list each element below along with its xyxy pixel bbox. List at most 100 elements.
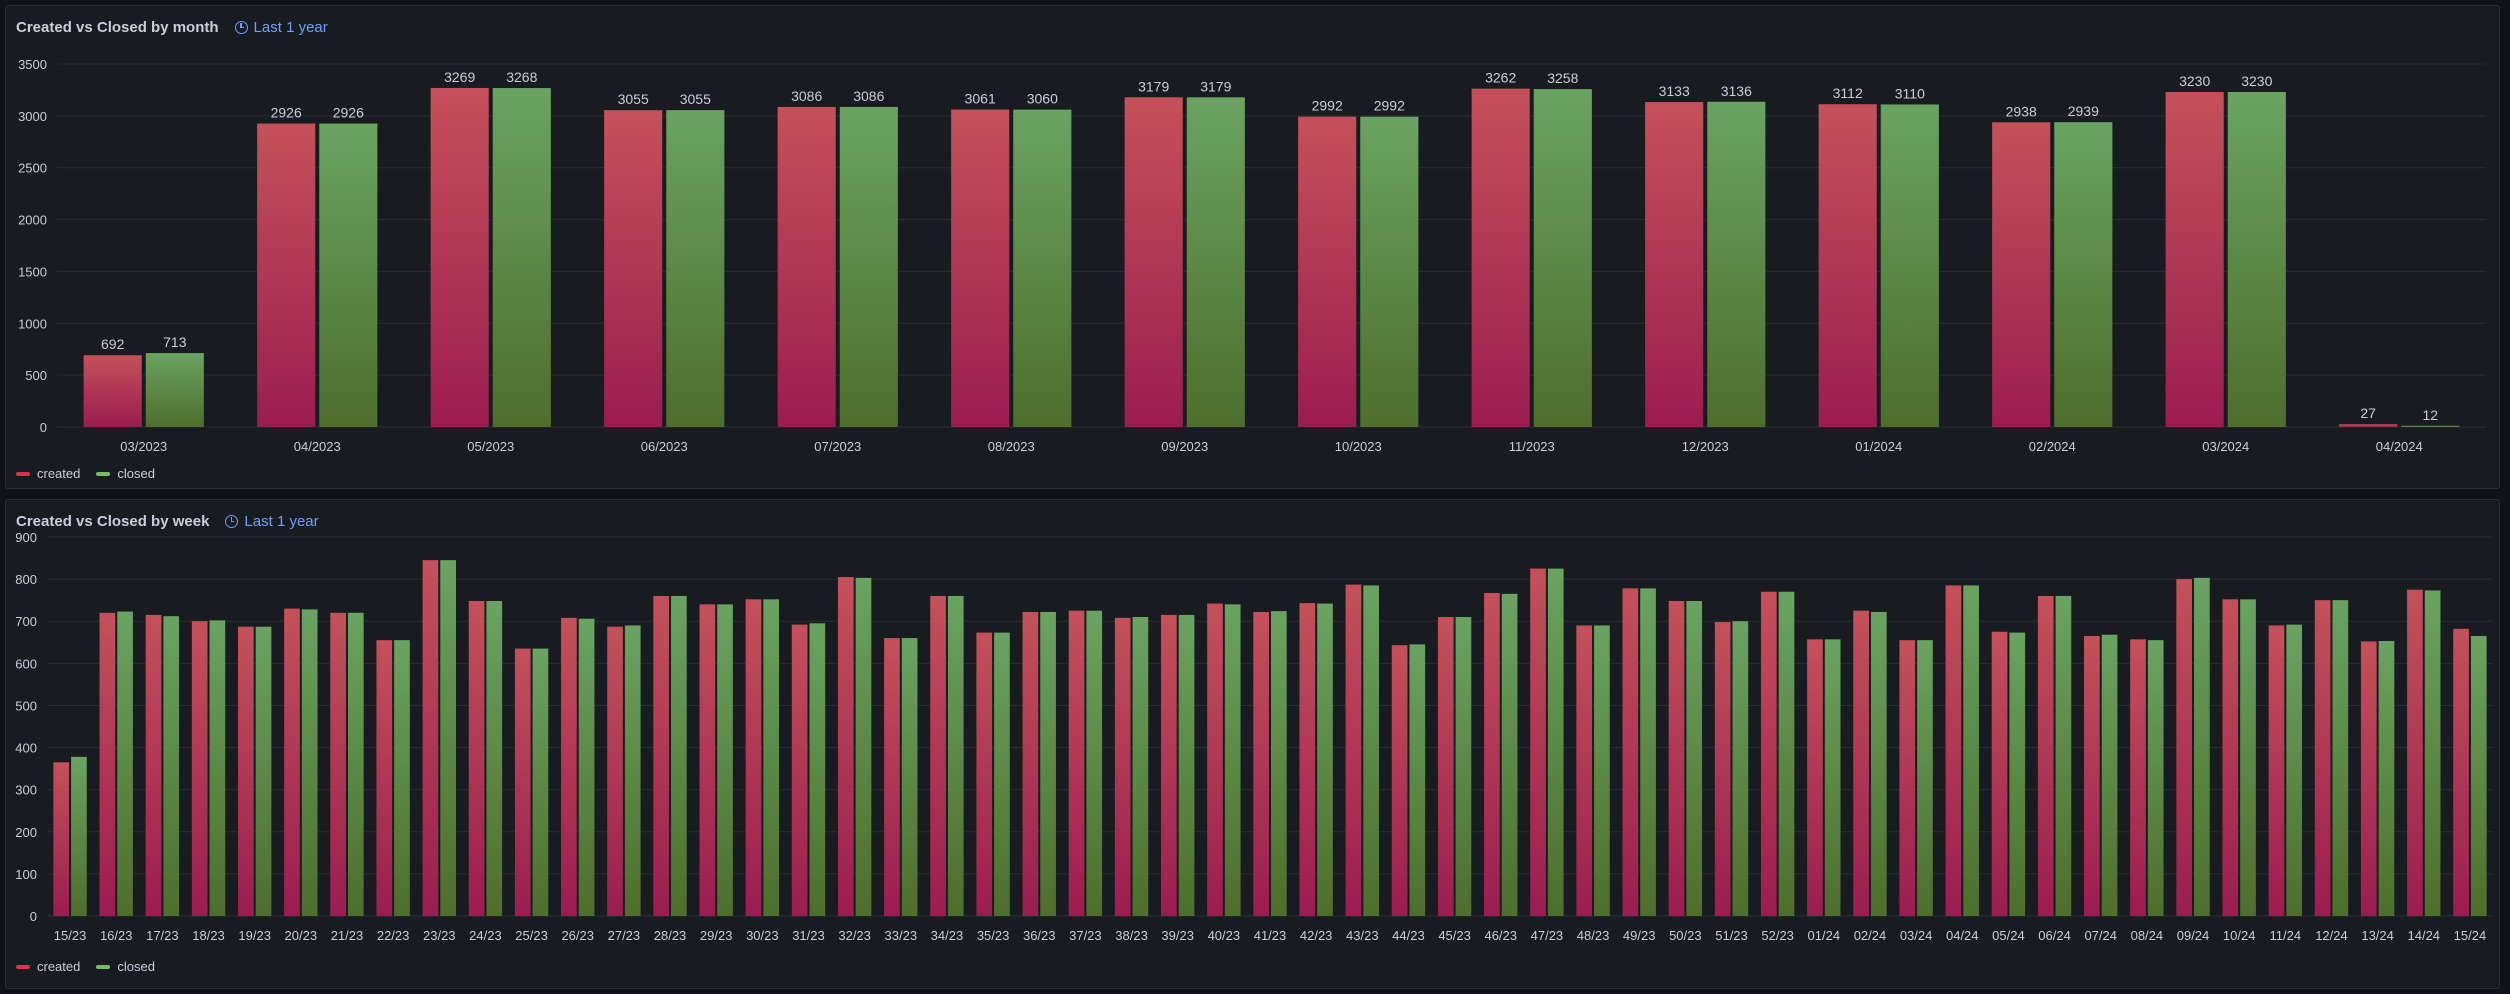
- bar-created[interactable]: [1391, 645, 1408, 916]
- bar-closed[interactable]: [1880, 104, 1939, 427]
- bar-created[interactable]: [2176, 579, 2193, 916]
- legend-item-closed[interactable]: closed: [96, 466, 155, 481]
- bar-closed[interactable]: [2332, 600, 2349, 916]
- bar-created[interactable]: [2314, 600, 2331, 916]
- bar-closed[interactable]: [301, 609, 318, 916]
- bar-created[interactable]: [1853, 610, 1869, 916]
- bar-closed[interactable]: [2424, 590, 2441, 916]
- bar-created[interactable]: [1345, 584, 1362, 916]
- bar-closed[interactable]: [666, 110, 725, 427]
- weekly-time-range-picker[interactable]: Last 1 year: [225, 513, 319, 530]
- bar-created[interactable]: [1622, 588, 1639, 916]
- bar-closed[interactable]: [2401, 425, 2460, 427]
- bar-closed[interactable]: [717, 604, 733, 916]
- bar-closed[interactable]: [71, 756, 87, 916]
- bar-created[interactable]: [2360, 641, 2377, 916]
- bar-closed[interactable]: [1013, 109, 1072, 428]
- bar-closed[interactable]: [1186, 97, 1245, 427]
- bar-created[interactable]: [2268, 625, 2285, 916]
- bar-closed[interactable]: [1086, 610, 1103, 916]
- bar-created[interactable]: [1576, 625, 1593, 916]
- bar-created[interactable]: [330, 612, 346, 916]
- bar-closed[interactable]: [1409, 644, 1426, 916]
- bar-created[interactable]: [1022, 611, 1039, 916]
- bar-created[interactable]: [884, 638, 900, 916]
- bar-created[interactable]: [1992, 122, 2051, 428]
- bar-created[interactable]: [607, 626, 623, 916]
- bar-closed[interactable]: [347, 612, 364, 916]
- bar-closed[interactable]: [1963, 585, 1979, 916]
- bar-closed[interactable]: [1178, 614, 1195, 916]
- bar-created[interactable]: [284, 608, 300, 916]
- bar-closed[interactable]: [994, 632, 1010, 916]
- bar-closed[interactable]: [763, 599, 780, 916]
- legend-item-created[interactable]: created: [16, 959, 80, 974]
- bar-created[interactable]: [2407, 589, 2423, 916]
- bar-created[interactable]: [1161, 614, 1177, 916]
- bar-closed[interactable]: [117, 611, 133, 916]
- bar-created[interactable]: [2130, 639, 2146, 916]
- bar-created[interactable]: [1645, 102, 1704, 427]
- bar-closed[interactable]: [1455, 617, 1472, 916]
- bar-closed[interactable]: [209, 620, 226, 916]
- bar-closed[interactable]: [2378, 641, 2395, 916]
- bar-created[interactable]: [468, 601, 485, 916]
- bar-created[interactable]: [99, 612, 116, 916]
- bar-created[interactable]: [2453, 628, 2469, 916]
- bar-closed[interactable]: [163, 616, 180, 916]
- bar-created[interactable]: [1471, 88, 1530, 428]
- bar-closed[interactable]: [1271, 611, 1287, 916]
- bar-closed[interactable]: [1224, 604, 1241, 916]
- bar-created[interactable]: [237, 626, 254, 916]
- bar-created[interactable]: [1668, 601, 1685, 916]
- bar-created[interactable]: [376, 640, 393, 916]
- bar-closed[interactable]: [145, 353, 204, 427]
- bar-created[interactable]: [2222, 599, 2239, 916]
- bar-created[interactable]: [145, 614, 162, 916]
- bar-closed[interactable]: [1686, 601, 1703, 916]
- bar-closed[interactable]: [1640, 588, 1656, 916]
- bar-closed[interactable]: [1363, 585, 1379, 916]
- bar-closed[interactable]: [2227, 92, 2286, 427]
- bar-closed[interactable]: [839, 106, 898, 427]
- bar-closed[interactable]: [1040, 611, 1056, 916]
- bar-closed[interactable]: [1917, 640, 1933, 916]
- bar-created[interactable]: [791, 624, 808, 916]
- bar-created[interactable]: [2037, 595, 2054, 916]
- bar-created[interactable]: [1068, 610, 1085, 916]
- bar-created[interactable]: [699, 604, 716, 916]
- bar-closed[interactable]: [1501, 593, 1518, 916]
- bar-closed[interactable]: [1317, 603, 1333, 916]
- bar-created[interactable]: [951, 109, 1010, 427]
- bar-closed[interactable]: [2054, 122, 2113, 427]
- bar-created[interactable]: [561, 617, 577, 916]
- bar-created[interactable]: [1807, 639, 1823, 916]
- bar-created[interactable]: [1530, 568, 1546, 916]
- bar-closed[interactable]: [2101, 634, 2118, 916]
- bar-created[interactable]: [1945, 585, 1962, 916]
- bar-closed[interactable]: [809, 623, 826, 916]
- bar-closed[interactable]: [440, 560, 456, 916]
- bar-created[interactable]: [191, 621, 208, 916]
- bar-closed[interactable]: [947, 595, 964, 916]
- bar-closed[interactable]: [1707, 101, 1766, 427]
- bar-created[interactable]: [83, 355, 142, 427]
- bar-closed[interactable]: [2470, 635, 2487, 916]
- bar-created[interactable]: [1899, 640, 1916, 916]
- bar-closed[interactable]: [901, 638, 918, 916]
- bar-created[interactable]: [257, 123, 316, 428]
- bar-closed[interactable]: [1824, 639, 1841, 916]
- bar-closed[interactable]: [492, 88, 551, 428]
- bar-closed[interactable]: [2286, 624, 2303, 916]
- bar-created[interactable]: [1760, 591, 1777, 916]
- bar-created[interactable]: [2084, 635, 2100, 916]
- bar-created[interactable]: [1124, 97, 1183, 427]
- bar-created[interactable]: [1298, 116, 1357, 427]
- bar-closed[interactable]: [1778, 591, 1795, 916]
- bar-closed[interactable]: [486, 601, 503, 916]
- bar-closed[interactable]: [394, 640, 410, 916]
- legend-item-closed[interactable]: closed: [96, 959, 155, 974]
- bar-closed[interactable]: [624, 625, 641, 916]
- bar-closed[interactable]: [255, 626, 272, 916]
- bar-closed[interactable]: [2147, 640, 2164, 916]
